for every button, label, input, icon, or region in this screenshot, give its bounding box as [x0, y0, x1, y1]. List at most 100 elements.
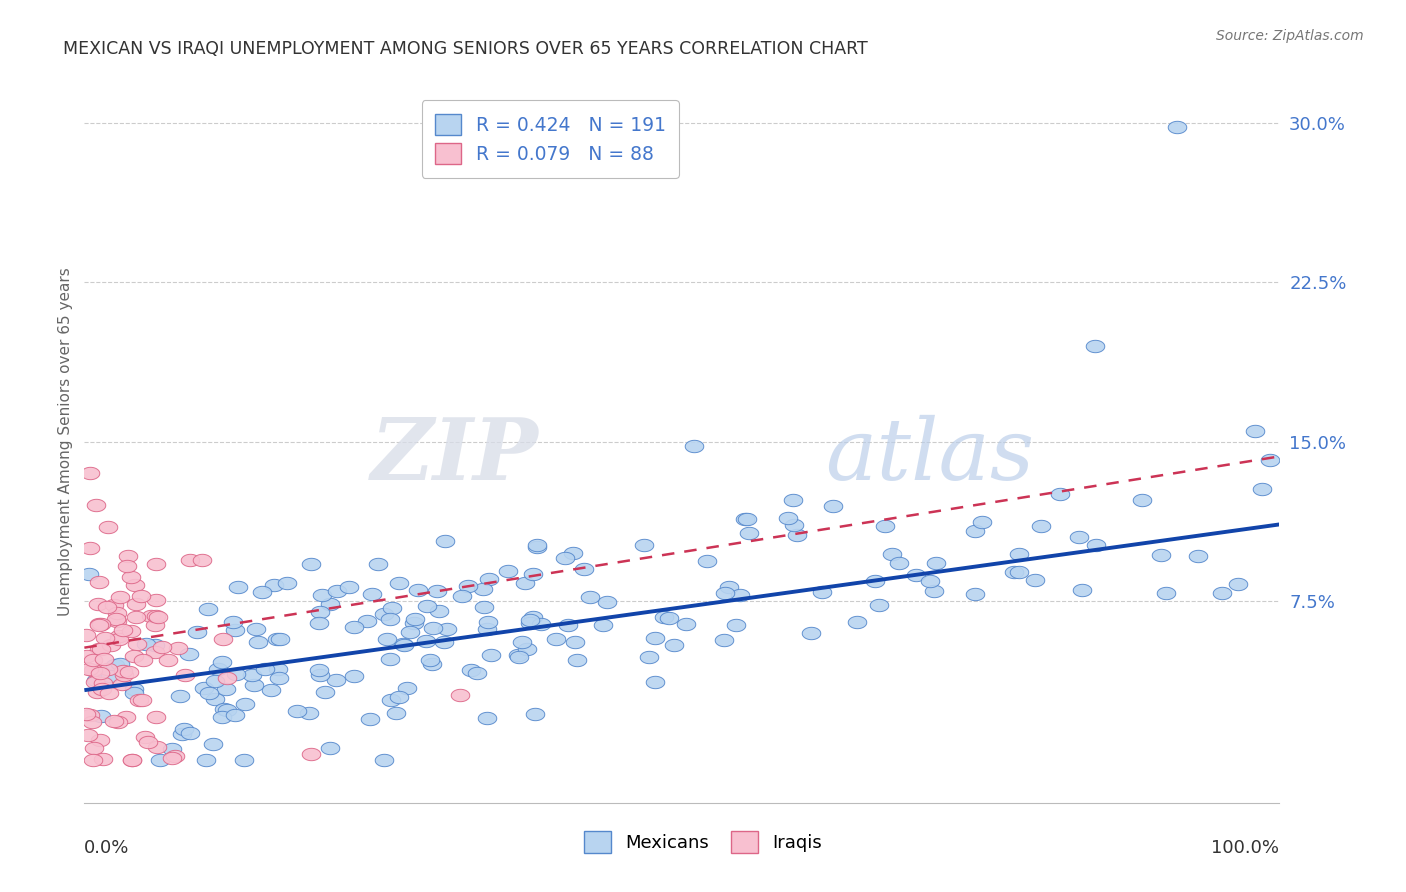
Text: 100.0%: 100.0%: [1212, 839, 1279, 857]
Point: [193, 681, 215, 696]
Point: [1226, 577, 1249, 591]
Point: [87, 597, 110, 611]
Point: [225, 667, 247, 681]
Point: [118, 665, 141, 679]
Point: [115, 710, 138, 724]
Point: [240, 667, 263, 681]
Point: [718, 580, 741, 594]
Point: [121, 753, 143, 767]
Point: [76, 728, 98, 742]
Point: [122, 681, 145, 696]
Point: [145, 609, 167, 624]
Point: [125, 610, 148, 624]
Point: [904, 568, 927, 582]
Point: [108, 657, 131, 672]
Point: [554, 550, 576, 565]
Point: [1069, 530, 1091, 544]
Point: [93, 631, 115, 645]
Point: [734, 512, 756, 526]
Point: [381, 600, 404, 615]
Point: [146, 740, 169, 755]
Point: [308, 664, 330, 678]
Point: [79, 566, 101, 581]
Point: [314, 684, 336, 698]
Point: [83, 674, 105, 689]
Point: [269, 632, 291, 646]
Point: [177, 647, 200, 661]
Point: [524, 706, 547, 721]
Point: [75, 628, 97, 642]
Point: [1031, 519, 1053, 533]
Point: [86, 685, 108, 699]
Point: [367, 557, 389, 571]
Point: [530, 616, 553, 631]
Point: [226, 581, 249, 595]
Point: [319, 741, 342, 756]
Point: [343, 620, 366, 634]
Point: [696, 554, 718, 568]
Point: [1007, 547, 1029, 561]
Point: [75, 706, 97, 721]
Text: 0.0%: 0.0%: [84, 839, 129, 857]
Point: [472, 599, 495, 614]
Text: Source: ZipAtlas.com: Source: ZipAtlas.com: [1216, 29, 1364, 43]
Point: [308, 605, 330, 619]
Point: [644, 675, 666, 690]
Point: [592, 617, 614, 632]
Point: [211, 655, 233, 669]
Point: [713, 633, 735, 648]
Point: [522, 567, 544, 582]
Point: [299, 557, 322, 571]
Point: [811, 585, 834, 599]
Point: [143, 638, 166, 652]
Legend: R = 0.424   N = 191, R = 0.079   N = 88: R = 0.424 N = 191, R = 0.079 N = 88: [422, 101, 679, 178]
Point: [169, 689, 191, 703]
Point: [675, 617, 697, 632]
Point: [170, 726, 193, 740]
Point: [89, 666, 111, 681]
Point: [1002, 565, 1025, 579]
Point: [214, 681, 236, 696]
Point: [337, 580, 360, 594]
Point: [131, 692, 153, 706]
Point: [112, 664, 135, 678]
Point: [385, 706, 408, 720]
Point: [658, 611, 681, 625]
Point: [373, 607, 395, 622]
Point: [515, 576, 537, 591]
Text: atlas: atlas: [825, 415, 1035, 498]
Point: [165, 749, 187, 764]
Point: [863, 574, 886, 589]
Point: [380, 693, 402, 707]
Point: [87, 575, 110, 590]
Point: [1049, 487, 1071, 501]
Point: [662, 639, 685, 653]
Point: [217, 671, 239, 685]
Point: [156, 652, 179, 666]
Point: [149, 753, 172, 767]
Point: [212, 702, 235, 716]
Point: [526, 538, 548, 552]
Point: [103, 598, 125, 612]
Point: [1024, 573, 1046, 587]
Point: [211, 710, 233, 724]
Point: [422, 621, 444, 635]
Point: [96, 600, 118, 615]
Point: [217, 703, 239, 717]
Point: [105, 607, 128, 621]
Point: [269, 672, 291, 686]
Point: [266, 632, 288, 646]
Point: [873, 519, 896, 533]
Point: [416, 599, 439, 614]
Point: [100, 638, 122, 652]
Point: [79, 467, 101, 481]
Point: [145, 557, 167, 571]
Point: [889, 556, 911, 570]
Point: [965, 524, 987, 538]
Point: [222, 615, 245, 629]
Point: [108, 632, 131, 646]
Point: [82, 715, 104, 730]
Point: [429, 604, 451, 618]
Point: [308, 668, 330, 682]
Point: [82, 653, 104, 667]
